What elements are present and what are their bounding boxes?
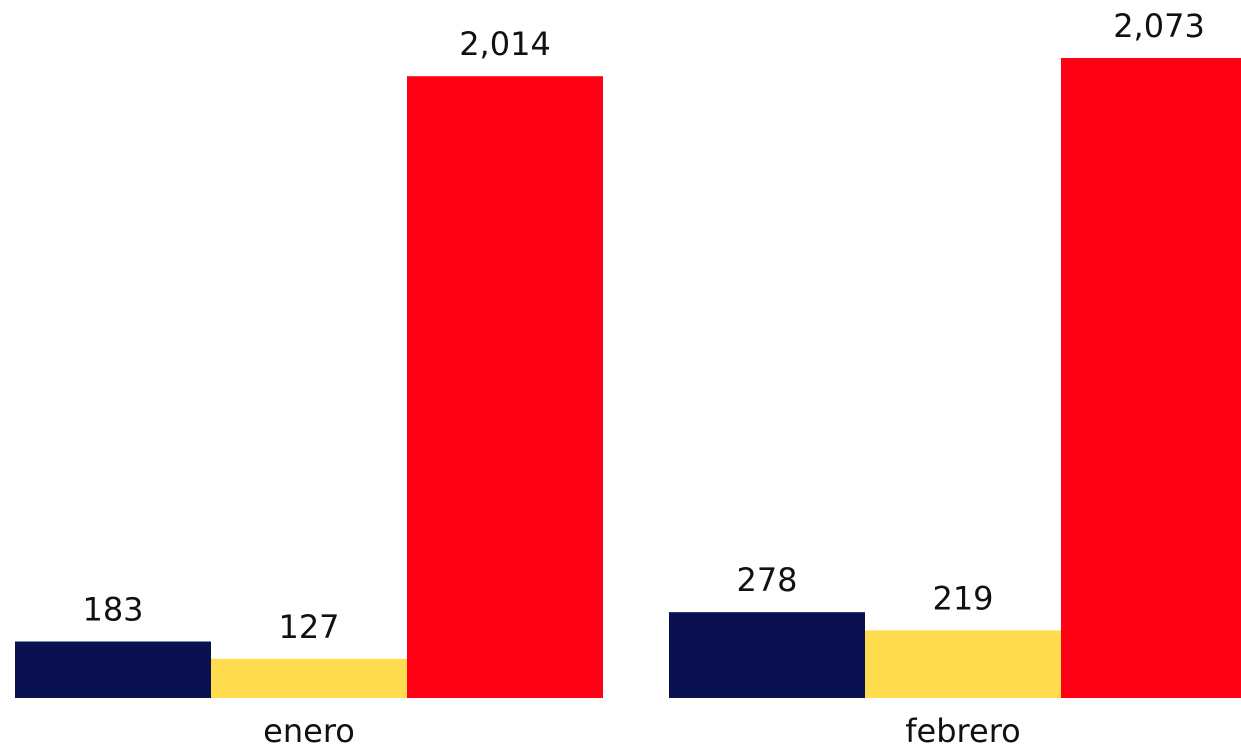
value-label: 183 xyxy=(82,591,143,629)
value-label: 127 xyxy=(278,608,339,646)
value-label: 2,073 xyxy=(1113,7,1205,45)
value-label: 219 xyxy=(932,579,993,617)
bar xyxy=(211,658,407,698)
bar xyxy=(407,76,603,698)
bar xyxy=(669,612,865,698)
value-label: 2,014 xyxy=(459,25,551,63)
bar xyxy=(865,630,1061,698)
x-tick-label: enero xyxy=(263,712,355,750)
bar xyxy=(1061,58,1241,698)
bar xyxy=(15,641,211,698)
value-label: 278 xyxy=(736,561,797,599)
x-tick-label: febrero xyxy=(905,712,1020,750)
